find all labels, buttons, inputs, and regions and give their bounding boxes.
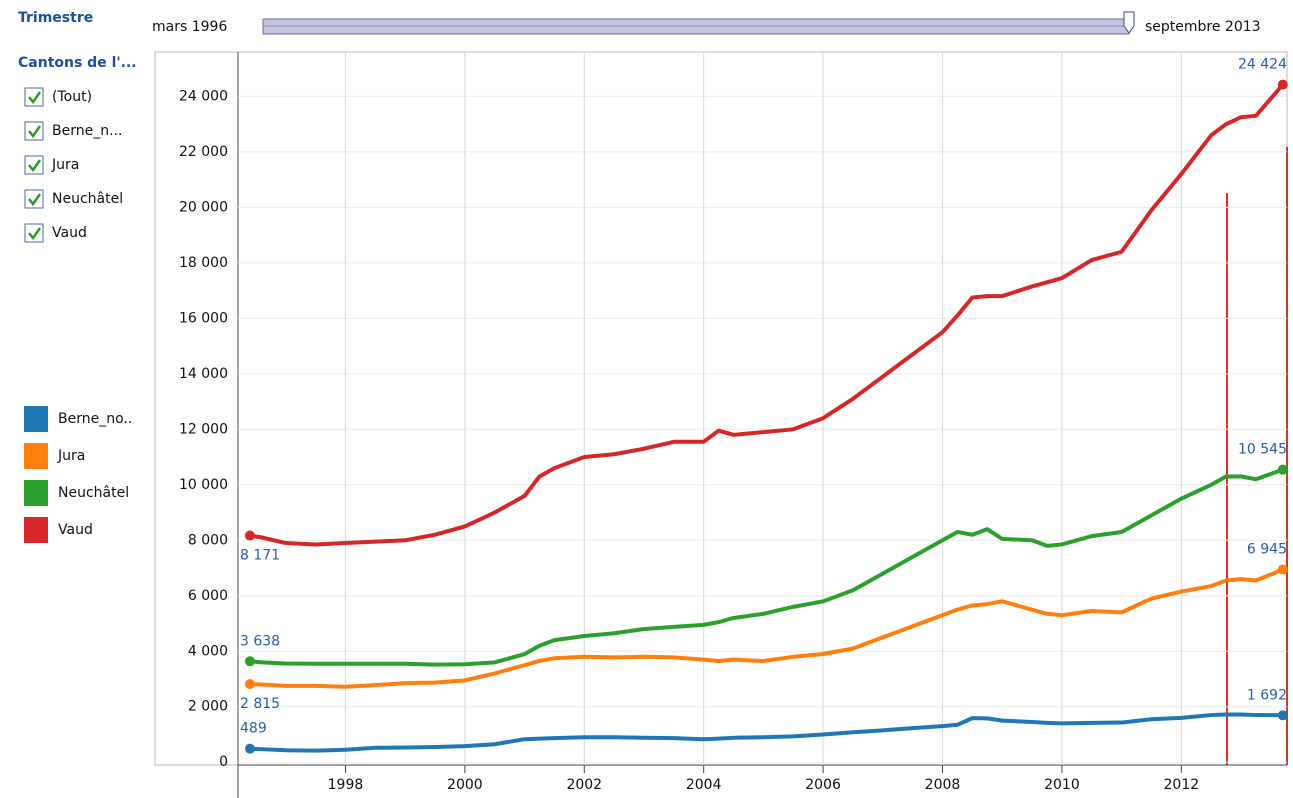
y-tick-label: 12 000 <box>179 421 228 437</box>
y-tick-label: 22 000 <box>179 144 228 160</box>
checkmark <box>28 193 42 207</box>
legend-swatch <box>24 480 48 506</box>
filter-title: Cantons de l'... <box>18 55 137 71</box>
y-tick-label: 18 000 <box>179 255 228 271</box>
checkmark <box>28 227 42 241</box>
period-label: Trimestre <box>18 10 93 26</box>
y-tick-label: 10 000 <box>179 477 228 493</box>
line <box>249 567 1284 689</box>
x-tick-label: 2000 <box>447 777 483 793</box>
y-tick-label: 6 000 <box>188 588 228 604</box>
legend-label: Neuchâtel <box>58 485 129 501</box>
line <box>249 83 1285 547</box>
legend-label: Berne_no.. <box>58 411 132 427</box>
checkbox[interactable] <box>24 155 44 175</box>
line <box>249 712 1283 753</box>
checkbox[interactable] <box>24 121 44 141</box>
line <box>249 467 1284 667</box>
data-label: 489 <box>240 721 267 737</box>
y-tick-label: 0 <box>219 754 228 770</box>
data-label: 8 171 <box>240 548 280 564</box>
y-tick-label: 16 000 <box>179 310 228 326</box>
point <box>244 530 255 541</box>
filter-item: Berne_n... <box>52 123 122 139</box>
legend-swatch <box>24 517 48 543</box>
slider-end: septembre 2013 <box>1145 19 1261 35</box>
x-tick-label: 2012 <box>1164 777 1200 793</box>
point <box>1277 79 1288 90</box>
data-label: 1 692 <box>1247 687 1287 703</box>
data-label: 3 638 <box>240 633 280 649</box>
filter-item: Neuchâtel <box>52 191 123 207</box>
filter-item: (Tout) <box>52 89 92 105</box>
legend-label: Jura <box>57 448 85 464</box>
point <box>1277 564 1288 575</box>
x-tick-label: 2006 <box>805 777 841 793</box>
x-tick-label: 2004 <box>686 777 722 793</box>
y-tick-label: 20 000 <box>179 199 228 215</box>
checkmark <box>28 91 42 105</box>
slider-start: mars 1996 <box>152 19 227 35</box>
legend-label: Vaud <box>58 522 93 538</box>
y-tick-label: 4 000 <box>188 643 228 659</box>
point <box>244 743 255 754</box>
x-tick-label: 2008 <box>925 777 961 793</box>
legend-swatch <box>24 443 48 469</box>
x-tick-label: 2010 <box>1044 777 1080 793</box>
checkmark <box>28 159 42 173</box>
y-tick-label: 24 000 <box>179 88 228 104</box>
y-tick-label: 2 000 <box>188 699 228 715</box>
point <box>244 679 255 690</box>
filter-item: Vaud <box>52 225 87 241</box>
checkmark <box>28 125 42 139</box>
point <box>244 656 255 667</box>
plot-frame <box>154 51 1288 766</box>
y-tick-label: 14 000 <box>179 366 228 382</box>
checkbox[interactable] <box>24 189 44 209</box>
filter-item: Jura <box>51 157 79 173</box>
data-label: 24 424 <box>1238 57 1287 73</box>
data-label: 2 815 <box>240 696 280 712</box>
legend-swatch <box>24 406 48 432</box>
y-tick-label: 8 000 <box>188 532 228 548</box>
x-tick-label: 2002 <box>566 777 602 793</box>
checkbox[interactable] <box>24 223 44 243</box>
checkbox[interactable] <box>24 87 44 107</box>
point <box>1277 464 1288 475</box>
data-label: 10 545 <box>1238 442 1287 458</box>
slider-handle[interactable] <box>1123 11 1135 34</box>
point <box>1277 710 1288 721</box>
x-tick-label: 1998 <box>328 777 364 793</box>
data-label: 6 945 <box>1247 542 1287 558</box>
